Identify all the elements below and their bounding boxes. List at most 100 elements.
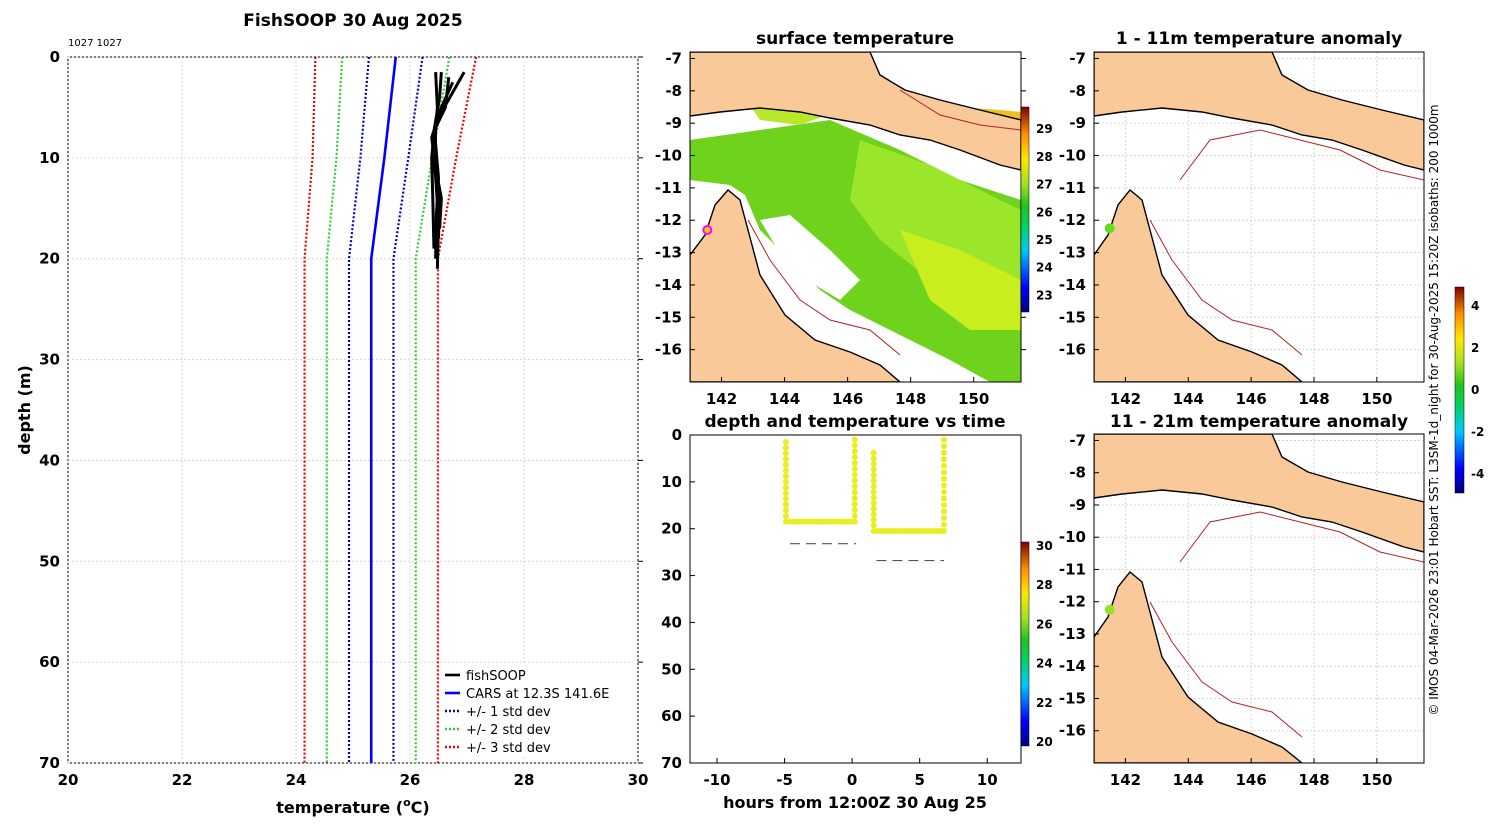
- sst-cloud-gap: [760, 215, 860, 300]
- cast-sample-point: [851, 448, 858, 455]
- map-x-tick-label: 148: [1298, 390, 1329, 408]
- cast-sample-point: [851, 465, 858, 472]
- map-y-tick-label: -10: [1059, 528, 1086, 546]
- anomaly-map-2-isobath-1000: [1179, 511, 1424, 563]
- cast-sample-point: [940, 456, 947, 463]
- time-x-tick-label: 10: [977, 771, 998, 789]
- profile-y-tick-label: 70: [39, 754, 60, 772]
- sst-map-panel: surface temperature 142 144 146 148 150 -7 -8 -…: [655, 29, 1053, 408]
- cast-sample-point: [940, 482, 947, 489]
- cast-sample-point: [782, 512, 789, 519]
- map-x-tick-label: 150: [958, 390, 989, 408]
- std-dev-3-lower-line: [303, 56, 317, 763]
- sst-map-ticks: 142 144 146 148 150 -7 -8 -9 -10 -11 -12 -13 -14 -15 -…: [655, 49, 1026, 408]
- cast-sample-point: [782, 461, 789, 468]
- cast-sample-point: [940, 488, 947, 495]
- legend-label: CARS at 12.3S 141.6E: [466, 687, 609, 702]
- map-x-tick-label: 144: [1173, 390, 1204, 408]
- cast-sample-point: [851, 460, 858, 467]
- cast-sample-point: [870, 455, 877, 462]
- profile-lines: [303, 56, 478, 763]
- profile-grid: [67, 56, 639, 764]
- sst-swath-warmer: [900, 230, 1021, 330]
- cast-sample-point: [870, 477, 877, 484]
- map-x-tick-label: 146: [1235, 771, 1266, 789]
- map-y-tick-label: -11: [1059, 179, 1086, 197]
- map-y-tick-label: -7: [1069, 49, 1086, 67]
- std-dev-1-lower-line: [347, 56, 371, 763]
- sst-colorbar-tick-label: 29: [1036, 122, 1053, 136]
- time-y-tick-label: 30: [661, 567, 682, 585]
- map-y-tick-label: -11: [1059, 560, 1086, 578]
- profile-legend: fishSOOP CARS at 12.3S 141.6E +/- 1 std de…: [440, 664, 622, 756]
- time-x-tick-label: -5: [776, 771, 793, 789]
- legend-label: +/- 1 std dev: [466, 705, 551, 720]
- cast-sample-point: [940, 436, 947, 443]
- cast-sample-point: [940, 443, 947, 450]
- map-y-tick-label: -16: [655, 341, 682, 359]
- std-dev-2-lower-line: [325, 56, 344, 763]
- profile-x-tick-label: 26: [400, 771, 421, 789]
- map-x-tick-label: 146: [832, 390, 863, 408]
- anomaly-map-1-frame: [1093, 51, 1425, 383]
- fishsoop-profile-line: [430, 81, 455, 229]
- sst-map-title: surface temperature: [756, 29, 954, 49]
- time-series-panel: depth and temperature vs time -10 -5 0 5 10 0…: [661, 412, 1053, 812]
- legend-label: fishSOOP: [466, 669, 526, 684]
- cast-sample-point: [782, 467, 789, 474]
- cast-sample-point: [782, 444, 789, 451]
- cast-sample-point: [940, 469, 947, 476]
- anomaly-map-1-panel: 1 - 11m temperature anomaly 142 144 146 148…: [1059, 29, 1425, 408]
- map-x-tick-label: 142: [1110, 771, 1141, 789]
- time-series-title: depth and temperature vs time: [705, 412, 1006, 432]
- profile-y-tick-label: 0: [50, 48, 60, 66]
- sst-colorbar-tick-label: 23: [1036, 288, 1053, 302]
- cast-sample-point: [851, 471, 858, 478]
- anomaly-map-1-marker: [1104, 223, 1115, 234]
- profile-x-tick-label: 20: [58, 771, 79, 789]
- cars-climatology-line: [369, 56, 398, 763]
- cast-sample-point: [782, 490, 789, 497]
- sst-isobath-200: [747, 219, 901, 356]
- cast-sample-point: [851, 436, 858, 443]
- cast-sample-point: [940, 508, 947, 515]
- sst-location-marker: [702, 224, 713, 235]
- sst-colorbar: [1020, 106, 1030, 313]
- profile-title: FishSOOP 30 Aug 2025: [243, 11, 462, 31]
- cast-sample-point: [870, 488, 877, 495]
- cast-sample-point: [782, 501, 789, 508]
- cast-sample-point: [940, 528, 947, 535]
- legend-label: +/- 2 std dev: [466, 723, 551, 738]
- cast-sample-point: [851, 489, 858, 496]
- time-series-colorbar: [1020, 541, 1030, 747]
- time-colorbar-tick-label: 20: [1036, 735, 1053, 749]
- map-x-tick-label: 148: [1298, 771, 1329, 789]
- time-series-points: [782, 436, 947, 562]
- map-y-tick-label: -10: [655, 147, 682, 165]
- anomaly-map-2-marker: [1104, 604, 1115, 615]
- profile-x-tick-label: 24: [286, 771, 307, 789]
- cast-sample-point: [870, 472, 877, 479]
- anomaly-map-2-isobath-200: [1149, 601, 1303, 738]
- cast-sample-point: [851, 454, 858, 461]
- time-y-tick-label: 60: [661, 707, 682, 725]
- sst-isobath-1000: [899, 89, 1021, 131]
- std-dev-2-upper-line: [414, 56, 451, 763]
- map-x-tick-label: 142: [706, 390, 737, 408]
- anomaly-map-2-title: 11 - 21m temperature anomaly: [1110, 412, 1408, 432]
- std-dev-1-upper-line: [392, 56, 424, 763]
- map-y-tick-label: -12: [1059, 211, 1086, 229]
- time-y-tick-label: 0: [672, 426, 682, 444]
- profile-x-label: temperature (oC): [276, 796, 429, 817]
- fishsoop-profile-line: [433, 72, 441, 259]
- map-y-tick-label: -11: [655, 179, 682, 197]
- map-x-tick-label: 144: [1173, 771, 1204, 789]
- map-y-tick-label: -13: [1059, 625, 1086, 643]
- map-y-tick-label: -16: [1059, 341, 1086, 359]
- map-y-tick-label: -7: [665, 49, 682, 67]
- cast-sample-point: [782, 507, 789, 514]
- sst-colorbar-ticks: 23 24 25 26 27 28 29: [1036, 122, 1053, 302]
- map-y-tick-label: -16: [1059, 722, 1086, 740]
- map-y-tick-label: -14: [655, 276, 682, 294]
- anomaly-map-1-isobath-1000: [1179, 129, 1424, 181]
